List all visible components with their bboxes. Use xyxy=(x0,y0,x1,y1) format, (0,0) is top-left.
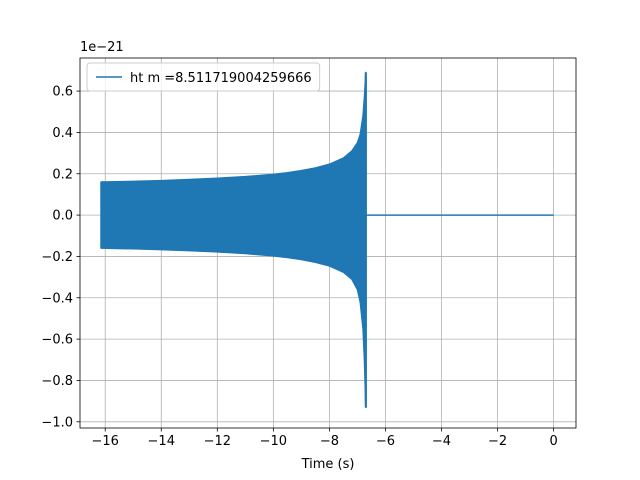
y-tick-label: −0.2 xyxy=(41,250,73,265)
y-tick-label: −0.8 xyxy=(41,374,73,389)
x-tick-label: −12 xyxy=(204,434,231,449)
x-tick-label: −16 xyxy=(92,434,119,449)
x-tick-label: −14 xyxy=(148,434,175,449)
legend-box xyxy=(86,62,321,92)
y-tick-label: 0.4 xyxy=(52,126,73,141)
y-offset-text: 1e−21 xyxy=(80,40,124,55)
x-tick-label: −4 xyxy=(432,434,451,449)
legend-entry-label: ht m =8.511719004259666 xyxy=(130,71,312,86)
series-0-oscillation-band xyxy=(100,71,367,409)
tick-layer: −16 −14 −12 −10 −8 −6 −4 −2 0 −1.0 −0.8 −0.6 −0.4 −0.… xyxy=(41,85,557,449)
legend: ht m =8.511719004259666 xyxy=(86,62,321,92)
y-tick-label: −0.4 xyxy=(41,291,73,306)
x-tick-label: −6 xyxy=(376,434,395,449)
x-tick-label: −10 xyxy=(260,434,287,449)
x-tick-label: 0 xyxy=(549,434,557,449)
x-tick-label: −8 xyxy=(320,434,339,449)
data-layer xyxy=(100,71,554,409)
y-tick-label: 0.2 xyxy=(52,167,73,182)
y-tick-label: 0.0 xyxy=(52,209,73,224)
y-tick-label: −1.0 xyxy=(41,415,73,430)
y-tick-label: −0.6 xyxy=(41,333,73,348)
x-tick-label: −2 xyxy=(488,434,507,449)
y-tick-label: 0.6 xyxy=(52,85,73,100)
x-axis-label: Time (s) xyxy=(301,457,355,472)
plot-frame xyxy=(79,57,577,429)
